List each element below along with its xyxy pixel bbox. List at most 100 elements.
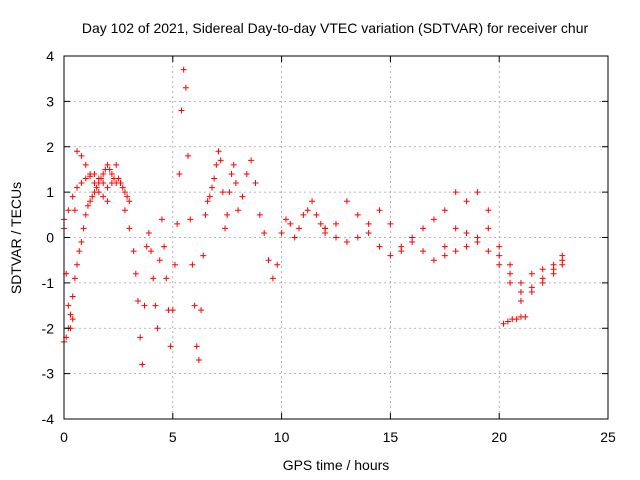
data-point [78,239,85,246]
series-track-b [61,161,133,345]
data-point [69,193,76,200]
data-point [528,270,535,277]
data-point [132,270,139,277]
data-point [104,184,111,191]
data-point [82,161,89,168]
data-point [104,198,111,205]
data-point [180,66,187,73]
data-point [97,175,104,182]
data-point [126,225,133,232]
data-point [206,193,213,200]
data-point [474,189,481,196]
data-point [74,148,81,155]
x-tick-label: 0 [60,429,68,445]
data-point [76,248,83,255]
data-point [185,152,192,159]
data-point [291,234,298,241]
data-point [485,248,492,255]
data-point [71,275,78,282]
data-point [232,180,239,187]
data-point [193,343,200,350]
data-point [69,316,76,323]
data-point [121,189,128,196]
data-point [71,207,78,214]
x-tick-label: 20 [491,429,507,445]
data-point [485,225,492,232]
data-point [167,343,174,350]
data-point [256,211,263,218]
data-point [398,248,405,255]
data-point [559,261,566,268]
y-tick-label: -1 [42,275,55,291]
data-point [300,211,307,218]
y-tick-label: -3 [42,366,55,382]
data-point [463,198,470,205]
data-point [550,270,557,277]
data-point [365,220,372,227]
data-point [343,198,350,205]
data-point [539,266,546,273]
data-series [61,66,566,368]
data-point [496,243,503,250]
x-tick-label: 10 [274,429,290,445]
data-point [171,261,178,268]
y-tick-label: -2 [42,320,55,336]
data-point [282,216,289,223]
data-point [191,302,198,309]
data-point [420,248,427,255]
data-point [333,234,339,241]
data-point [139,361,146,368]
data-point [343,239,350,246]
data-point [152,302,159,309]
axes: 0 5 10 15 20 25 -4 -3 -2 -1 0 1 2 3 4 [42,48,616,445]
data-point [322,229,329,236]
data-point [539,279,546,286]
data-point [287,220,294,227]
y-tick-label: 4 [46,48,54,64]
series-track-d [322,189,566,295]
data-point [108,170,115,177]
data-point [222,225,229,232]
data-point [269,275,276,282]
data-point [333,220,339,227]
x-tick-label: 15 [383,429,399,445]
data-point [200,252,207,259]
data-point [559,252,566,259]
data-point [522,313,529,320]
data-point [189,261,196,268]
data-point [213,161,220,168]
y-axis-label: SDTVAR / TECUs [8,182,24,294]
data-point [376,243,383,250]
data-point [463,243,470,250]
data-point [274,261,281,268]
data-point [74,184,81,191]
series-track-a [61,66,329,368]
data-point [87,198,94,205]
y-tick-label: 2 [46,139,54,155]
data-point [148,248,155,255]
data-point [100,193,107,200]
data-point [217,157,224,164]
data-point [430,257,437,264]
data-point [174,220,181,227]
data-point [517,298,524,305]
data-point [113,161,120,168]
data-point [430,216,437,223]
data-point [104,161,111,168]
data-point [224,211,231,218]
data-point [150,275,157,282]
data-point [187,216,194,223]
data-point [550,261,557,268]
data-point [239,193,246,200]
data-point [106,166,113,173]
data-point [130,248,137,255]
data-point [121,207,128,214]
data-point [65,207,72,214]
data-point [156,257,163,264]
data-point [158,216,165,223]
data-point [195,357,202,364]
data-point [124,193,131,200]
data-point [528,288,535,295]
data-point [67,311,74,318]
